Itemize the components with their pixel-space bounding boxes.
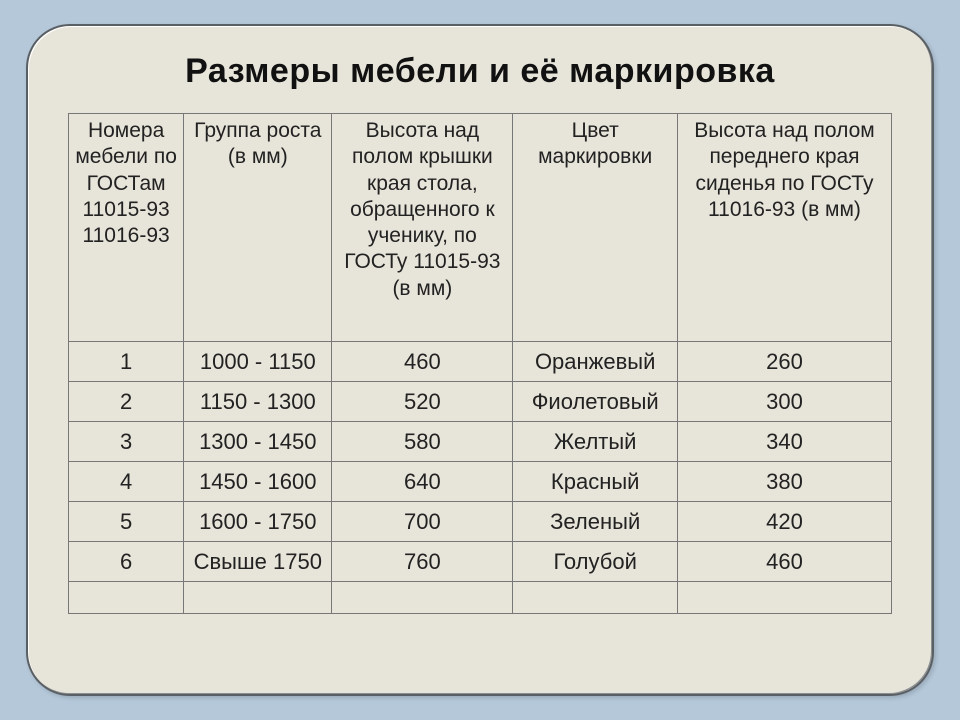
page-title: Размеры мебели и её маркировка [68,52,892,91]
cell: Желтый [513,422,678,462]
cell: 460 [677,542,891,582]
cell: 460 [332,342,513,382]
cell: 1 [69,342,184,382]
cell: Свыше 1750 [184,542,332,582]
table-row: 4 1450 - 1600 640 Красный 380 [69,462,892,502]
cell: Зеленый [513,502,678,542]
cell: 380 [677,462,891,502]
table-body: 1 1000 - 1150 460 Оранжевый 260 2 1150 -… [69,342,892,614]
cell: 580 [332,422,513,462]
cell: 340 [677,422,891,462]
cell: Оранжевый [513,342,678,382]
cell: 6 [69,542,184,582]
cell: 1000 - 1150 [184,342,332,382]
cell: 760 [332,542,513,582]
table-row [69,582,892,614]
cell: 420 [677,502,891,542]
cell [332,582,513,614]
col-header: Номера мебели по ГОСТам 11015-93 11016-9… [69,114,184,342]
cell: Фиолетовый [513,382,678,422]
cell: 1450 - 1600 [184,462,332,502]
cell: 4 [69,462,184,502]
cell: 300 [677,382,891,422]
cell: 1150 - 1300 [184,382,332,422]
table-row: 1 1000 - 1150 460 Оранжевый 260 [69,342,892,382]
info-card: Размеры мебели и её маркировка Номера ме… [26,24,934,696]
col-header: Высота над полом крышки края стола, обра… [332,114,513,342]
col-header: Цвет маркировки [513,114,678,342]
table-row: 3 1300 - 1450 580 Желтый 340 [69,422,892,462]
col-header: Группа роста (в мм) [184,114,332,342]
cell: 1600 - 1750 [184,502,332,542]
table-row: 5 1600 - 1750 700 Зеленый 420 [69,502,892,542]
table-header-row: Номера мебели по ГОСТам 11015-93 11016-9… [69,114,892,342]
table-row: 2 1150 - 1300 520 Фиолетовый 300 [69,382,892,422]
cell [184,582,332,614]
cell: Голубой [513,542,678,582]
cell [69,582,184,614]
cell: 1300 - 1450 [184,422,332,462]
cell: 2 [69,382,184,422]
cell: 3 [69,422,184,462]
cell: 640 [332,462,513,502]
cell: 700 [332,502,513,542]
cell [677,582,891,614]
col-header: Высота над полом переднего края сиденья … [677,114,891,342]
cell: 5 [69,502,184,542]
furniture-table: Номера мебели по ГОСТам 11015-93 11016-9… [68,113,892,614]
cell: 520 [332,382,513,422]
cell [513,582,678,614]
table-row: 6 Свыше 1750 760 Голубой 460 [69,542,892,582]
cell: Красный [513,462,678,502]
cell: 260 [677,342,891,382]
